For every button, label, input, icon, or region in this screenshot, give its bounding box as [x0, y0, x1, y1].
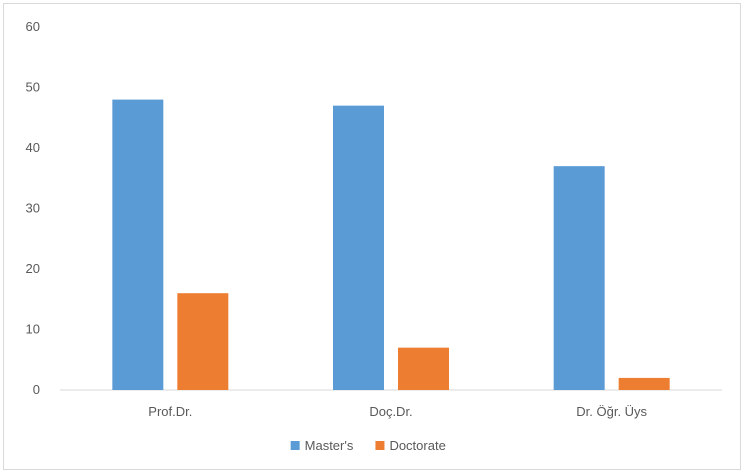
bar-doctorate: [398, 347, 449, 390]
y-tick-label: 60: [26, 19, 40, 34]
legend-swatch-masters: [290, 441, 300, 450]
legend: Master's Doctorate: [290, 438, 446, 453]
bar-masters: [333, 105, 384, 391]
y-tick-label: 40: [26, 140, 40, 155]
bar-doctorate: [618, 377, 670, 390]
y-axis-tick-labels: 0 10 20 30 40 50 60: [26, 19, 40, 397]
x-tick-label: Doç.Dr.: [369, 404, 412, 419]
y-tick-label: 30: [26, 201, 40, 216]
legend-swatch-doctorate: [375, 441, 385, 450]
x-tick-label: Prof.Dr.: [148, 404, 192, 419]
bar-masters: [553, 166, 605, 390]
bar-chart: 0 10 20 30 40 50 60 Prof.Dr. Doç.Dr. Dr. Öğr. Üy…: [26, 19, 722, 453]
y-tick-label: 0: [33, 382, 40, 397]
y-tick-label: 10: [26, 322, 40, 337]
x-axis-tick-labels: Prof.Dr. Doç.Dr. Dr. Öğr. Üys: [148, 404, 647, 419]
bar-doctorate: [177, 293, 229, 390]
bar-masters: [112, 99, 164, 390]
y-tick-label: 20: [26, 261, 40, 276]
x-tick-label: Dr. Öğr. Üys: [576, 404, 647, 419]
legend-label: Doctorate: [389, 438, 445, 453]
bars: [112, 99, 670, 391]
legend-label: Master's: [305, 438, 354, 453]
chart-frame: 0 10 20 30 40 50 60 Prof.Dr. Doç.Dr. Dr. Öğr. Üy…: [3, 3, 741, 470]
y-tick-label: 50: [26, 80, 40, 95]
